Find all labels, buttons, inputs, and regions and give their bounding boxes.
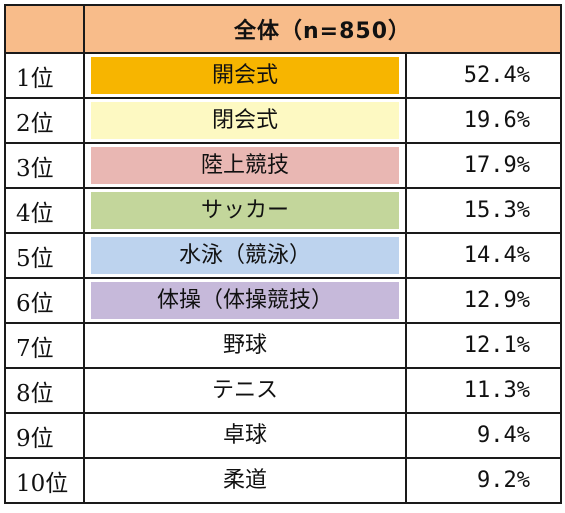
rank-cell: 1位 [4,52,85,99]
rank-cell: 3位 [4,142,85,189]
sport-name-label: 体操（体操競技） [91,282,399,319]
table-row: 2位 閉会式 19.6% [4,97,562,144]
header-row: 全体（n=850） [4,4,562,54]
sport-name-label: テニス [91,372,399,409]
rank-cell: 4位 [4,187,85,234]
table-row: 3位 陸上競技 17.9% [4,142,562,189]
table-row: 8位 テニス 11.3% [4,367,562,414]
sport-name-label: 野球 [91,327,399,364]
header-corner-cell [4,4,85,54]
header-title: 全体（n=850） [83,4,562,54]
table-row: 1位 開会式 52.4% [4,52,562,99]
table-row: 7位 野球 12.1% [4,322,562,369]
table-row: 9位 卓球 9.4% [4,412,562,459]
sport-name-cell: 水泳（競泳） [83,232,407,279]
percent-cell: 9.2% [405,457,562,504]
ranking-table: 全体（n=850） 1位 開会式 52.4% 2位 閉会式 19.6% 3位 陸上競技 17.9… [4,4,562,504]
sport-name-label: 柔道 [91,462,399,499]
rank-cell: 7位 [4,322,85,369]
sport-name-cell: 柔道 [83,457,407,504]
table-row: 5位 水泳（競泳） 14.4% [4,232,562,279]
sport-name-cell: サッカー [83,187,407,234]
rank-cell: 6位 [4,277,85,324]
rank-cell: 2位 [4,97,85,144]
ranking-rows: 1位 開会式 52.4% 2位 閉会式 19.6% 3位 陸上競技 17.9% 4位 サッカー 15.… [4,52,562,504]
rank-cell: 8位 [4,367,85,414]
percent-cell: 17.9% [405,142,562,189]
percent-cell: 12.1% [405,322,562,369]
sport-name-label: 閉会式 [91,102,399,139]
sport-name-cell: 卓球 [83,412,407,459]
sport-name-label: 卓球 [91,417,399,454]
percent-cell: 19.6% [405,97,562,144]
table-row: 4位 サッカー 15.3% [4,187,562,234]
percent-cell: 15.3% [405,187,562,234]
sport-name-cell: 体操（体操競技） [83,277,407,324]
table-row: 6位 体操（体操競技） 12.9% [4,277,562,324]
sport-name-cell: 野球 [83,322,407,369]
sport-name-label: 陸上競技 [91,147,399,184]
percent-cell: 11.3% [405,367,562,414]
rank-cell: 5位 [4,232,85,279]
percent-cell: 9.4% [405,412,562,459]
table-row: 10位 柔道 9.2% [4,457,562,504]
sport-name-cell: テニス [83,367,407,414]
rank-cell: 9位 [4,412,85,459]
percent-cell: 52.4% [405,52,562,99]
sport-name-label: 開会式 [91,57,399,94]
percent-cell: 14.4% [405,232,562,279]
rank-cell: 10位 [4,457,85,504]
sport-name-cell: 開会式 [83,52,407,99]
sport-name-cell: 陸上競技 [83,142,407,189]
sport-name-cell: 閉会式 [83,97,407,144]
sport-name-label: 水泳（競泳） [91,237,399,274]
sport-name-label: サッカー [91,192,399,229]
percent-cell: 12.9% [405,277,562,324]
